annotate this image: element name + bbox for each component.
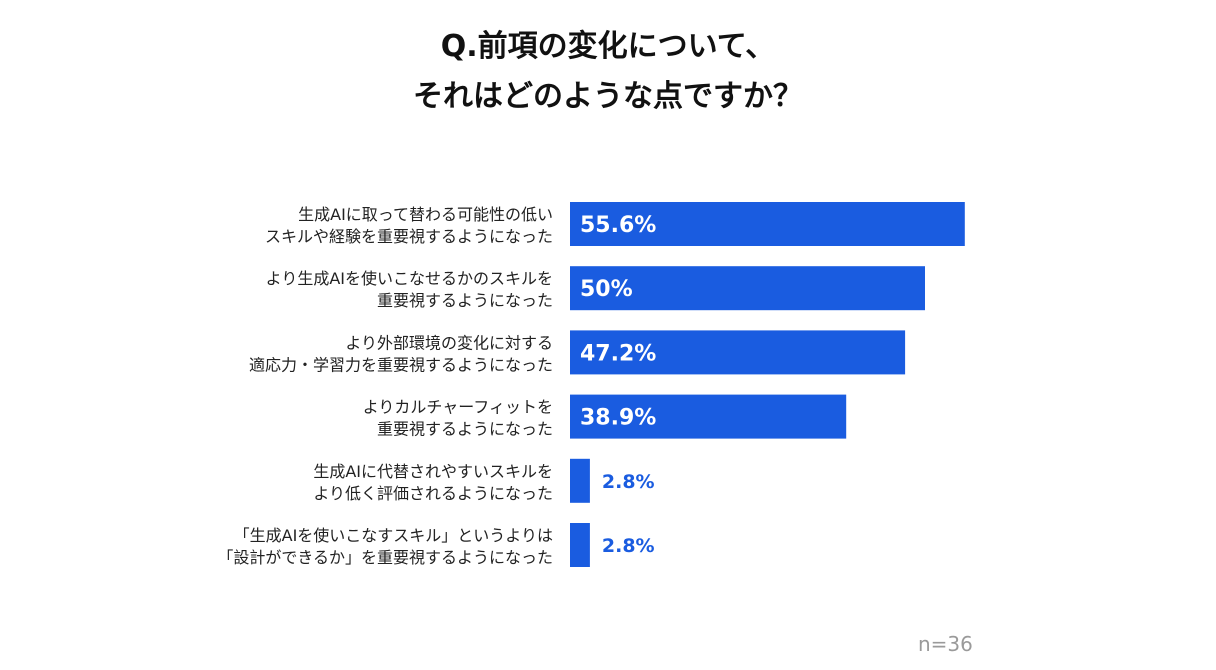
value-label-1: 55.6% [580, 213, 656, 238]
bar-5 [570, 458, 590, 503]
chart-title-line-1: Q.前項の変化について、 [440, 29, 776, 64]
category-label-1: 生成AIに取って替わる可能性の低いスキルや経験を重要視するようになった [265, 205, 553, 246]
bar-1 [570, 202, 965, 246]
category-label-6: 「生成AIを使いこなすスキル」というよりは「設計ができるか」を重要視するようにな… [217, 526, 553, 567]
value-label-4: 38.9% [580, 406, 656, 431]
category-label-3: より外部環境の変化に対する適応力・学習力を重要視するようになった [249, 333, 553, 374]
bar-3 [570, 330, 906, 375]
value-label-5: 2.8% [602, 471, 655, 493]
value-label-2: 50% [580, 277, 633, 302]
category-label-5: 生成AIに代替されやすいスキルをより低く評価されるようになった [313, 462, 553, 503]
category-label-4: よりカルチャーフィットを重要視するようになった [363, 398, 553, 439]
value-label-6: 2.8% [602, 535, 655, 557]
category-label-2: より生成AIを使いこなせるかのスキルを重要視するようになった [266, 269, 553, 310]
value-label-3: 47.2% [580, 341, 656, 366]
bar-2 [570, 266, 925, 311]
bar-6 [570, 523, 590, 567]
chart-title: Q.前項の変化について、 それはどのような点ですか？ [0, 22, 1216, 122]
chart-title-line-2: それはどのような点ですか？ [413, 79, 803, 114]
bar-4 [570, 394, 847, 439]
sample-size-note: n=36 [918, 632, 973, 656]
